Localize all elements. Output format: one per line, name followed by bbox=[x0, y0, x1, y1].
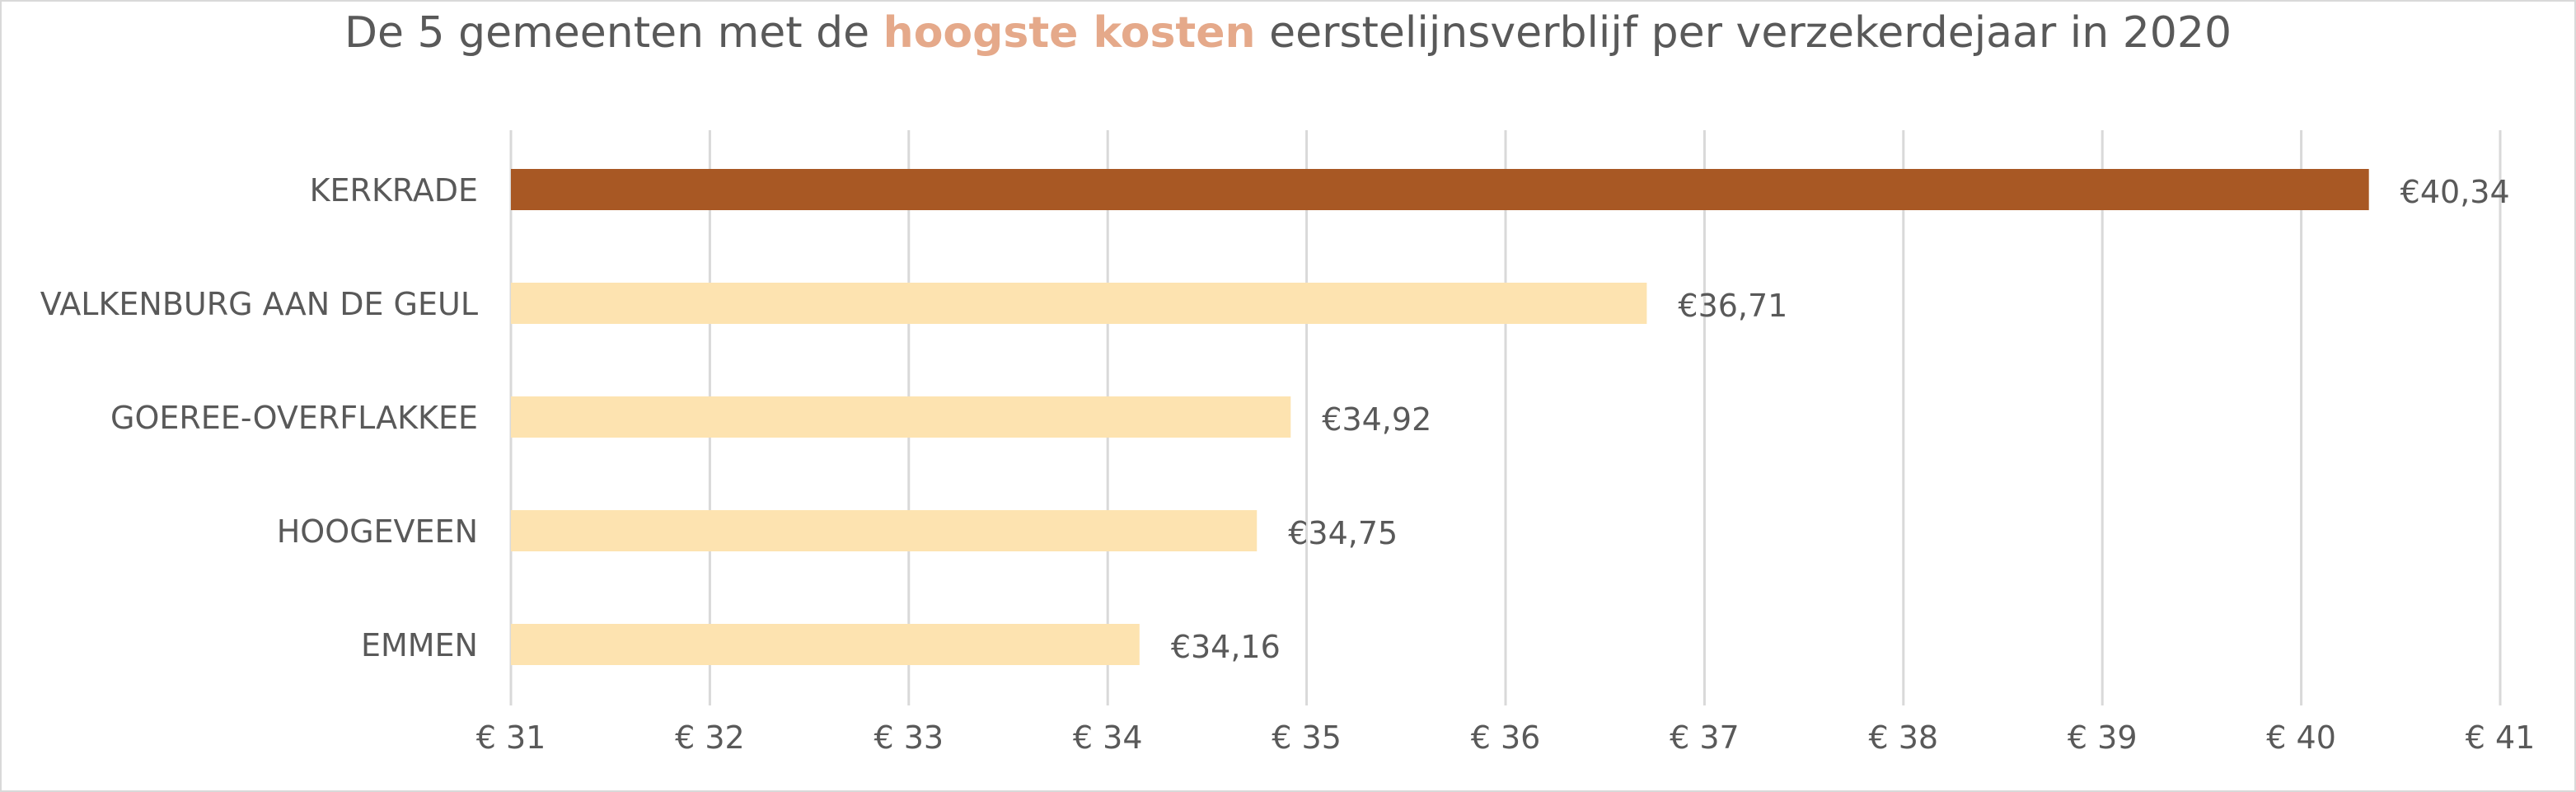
category-label: HOOGEVEEN bbox=[277, 513, 478, 550]
x-tick-label: € 35 bbox=[1272, 719, 1342, 756]
x-tick-label: € 38 bbox=[1868, 719, 1938, 756]
chart-title-prefix: De 5 gemeenten met de bbox=[344, 8, 883, 58]
bar bbox=[511, 169, 2369, 210]
category-label: GOEREE-OVERFLAKKEE bbox=[110, 400, 478, 436]
category-labels: KERKRADE VALKENBURG AAN DE GEUL GOEREE-OVE… bbox=[40, 172, 478, 663]
data-label: €40,34 bbox=[2400, 174, 2510, 210]
bar bbox=[511, 396, 1291, 438]
data-labels: €40,34 €36,71 €34,92 €34,75 €34,16 bbox=[1171, 174, 2510, 665]
x-tick-label: € 36 bbox=[1471, 719, 1541, 756]
bar bbox=[511, 624, 1140, 665]
bar bbox=[511, 510, 1258, 551]
bars bbox=[511, 169, 2369, 665]
x-tick-label: € 32 bbox=[675, 719, 745, 756]
x-tick-label: € 39 bbox=[2068, 719, 2138, 756]
category-label: KERKRADE bbox=[310, 172, 478, 209]
x-tick-label: € 40 bbox=[2266, 719, 2336, 756]
data-label: €36,71 bbox=[1678, 288, 1787, 324]
data-label: €34,16 bbox=[1171, 629, 1281, 665]
x-tick-label: € 33 bbox=[873, 719, 944, 756]
chart-title-suffix: eerstelijnsverblijf per verzekerdejaar i… bbox=[1255, 8, 2232, 58]
x-tick-label: € 41 bbox=[2466, 719, 2536, 756]
category-label: EMMEN bbox=[361, 627, 478, 663]
chart-title: De 5 gemeenten met de hoogste kosten eer… bbox=[0, 8, 2576, 58]
data-label: €34,75 bbox=[1288, 515, 1398, 551]
bar bbox=[511, 283, 1647, 324]
x-tick-label: € 37 bbox=[1670, 719, 1740, 756]
x-tick-label: € 31 bbox=[476, 719, 546, 756]
data-label: €34,92 bbox=[1322, 401, 1431, 438]
category-label: VALKENBURG AAN DE GEUL bbox=[40, 286, 478, 322]
chart-title-highlight: hoogste kosten bbox=[883, 8, 1256, 58]
x-axis-ticks: € 31 € 32 € 33 € 34 € 35 € 36 € 37 € 38 € 39 € 40… bbox=[476, 719, 2536, 756]
x-tick-label: € 34 bbox=[1073, 719, 1143, 756]
